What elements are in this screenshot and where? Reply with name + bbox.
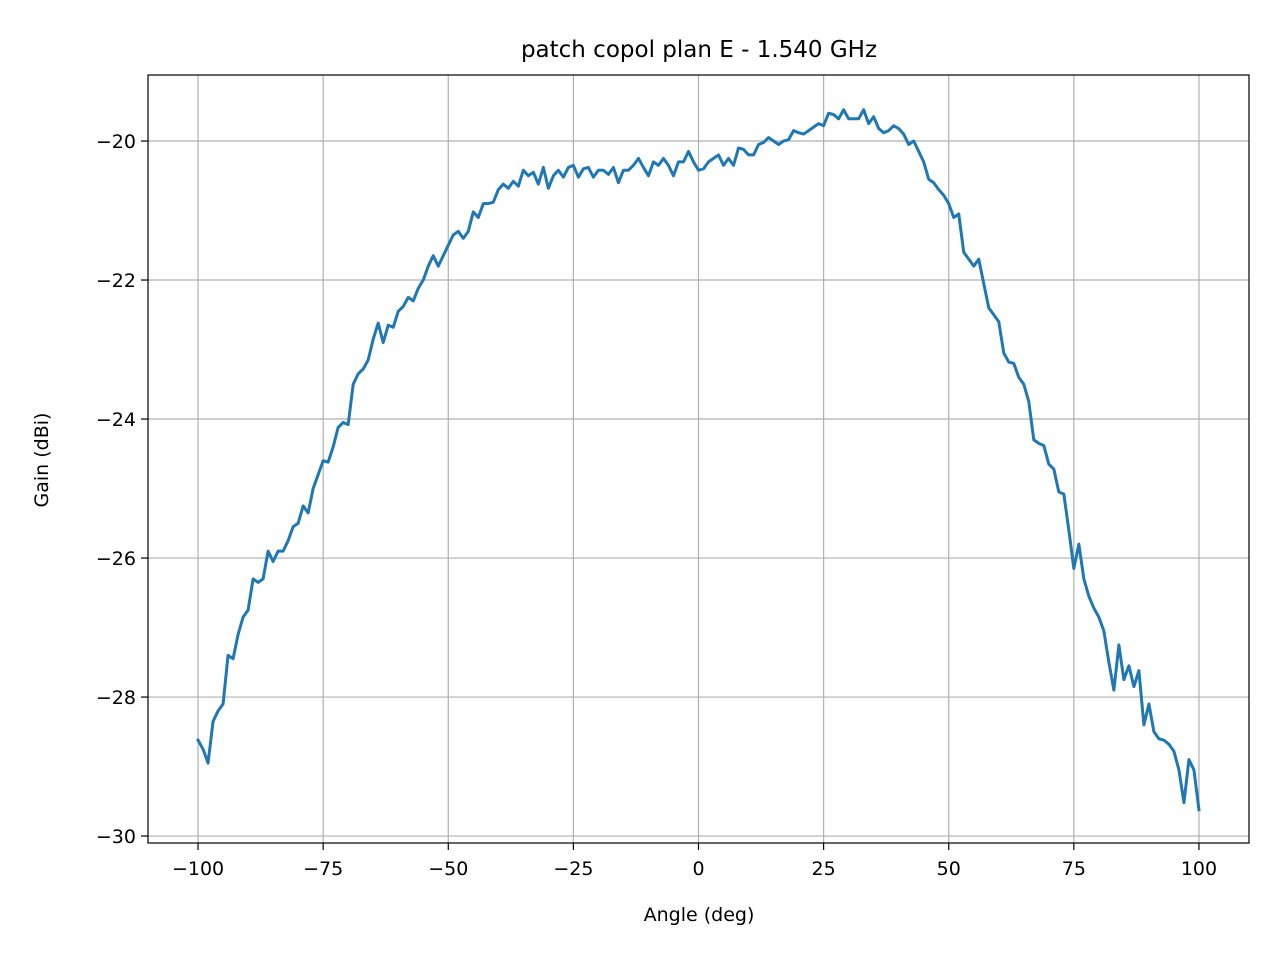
y-tick-label: −20: [96, 131, 136, 153]
series-line: [196, 108, 1201, 812]
x-tick-label: 100: [1181, 858, 1217, 880]
x-tick-label: 75: [1062, 858, 1086, 880]
y-tick-label: −26: [96, 548, 136, 570]
y-axis: −30 −28 −26 −24 −22 −20: [96, 131, 148, 848]
x-tick-label: 25: [812, 858, 836, 880]
x-tick-label: 0: [692, 858, 704, 880]
x-axis: −100 −75 −50 −25 0 25 50 75 100: [172, 843, 1217, 880]
y-tick-label: −28: [96, 687, 136, 709]
x-tick-label: 50: [937, 858, 961, 880]
y-axis-title: Gain (dBi): [31, 413, 53, 508]
x-tick-label: −50: [428, 858, 468, 880]
chart-title: patch copol plan E - 1.540 GHz: [521, 37, 877, 63]
x-tick-label: −25: [553, 858, 593, 880]
y-tick-label: −24: [96, 409, 136, 431]
y-tick-label: −30: [96, 826, 136, 848]
x-tick-label: −75: [303, 858, 343, 880]
grid: [148, 75, 1249, 843]
series-layer: [196, 108, 1201, 812]
x-axis-title: Angle (deg): [644, 904, 755, 926]
x-tick-label: −100: [172, 858, 224, 880]
y-tick-label: −22: [96, 270, 136, 292]
